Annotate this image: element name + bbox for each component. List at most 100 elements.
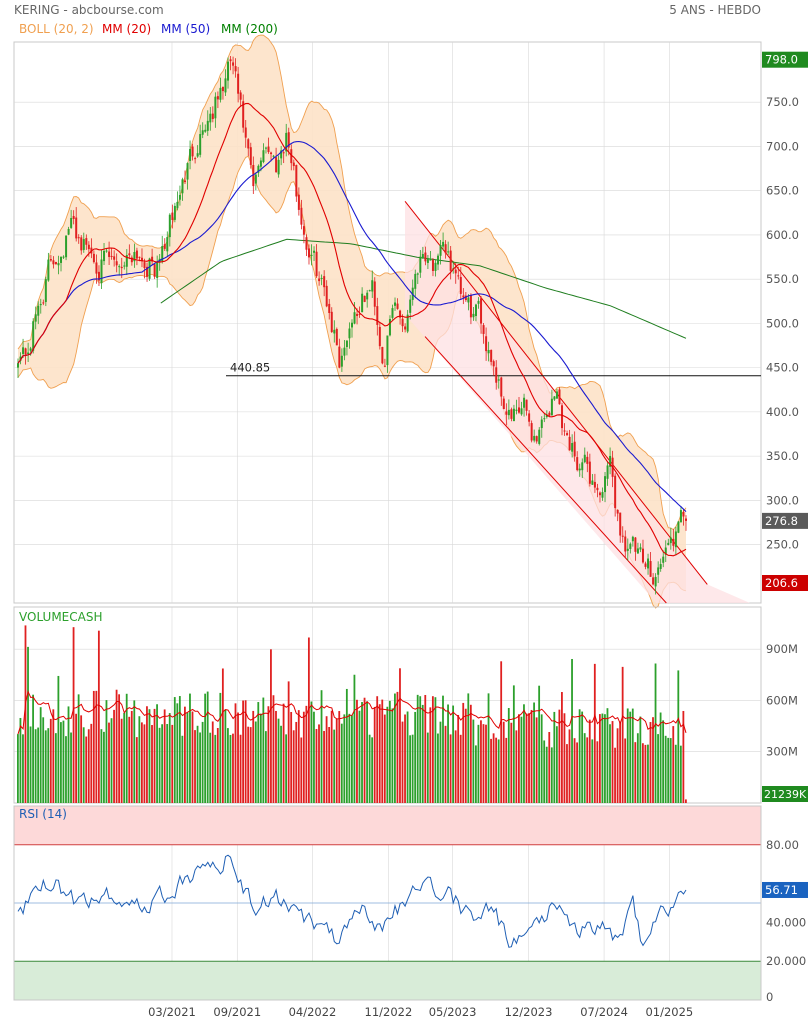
volume-bar	[348, 713, 351, 803]
volume-bar	[92, 690, 95, 803]
volume-bar	[371, 737, 374, 803]
legend-item: MM (200)	[221, 22, 278, 36]
volume-bar	[500, 661, 503, 803]
candle-body	[495, 367, 498, 383]
candle-body	[115, 261, 118, 266]
volume-bar	[378, 704, 381, 803]
candle-body	[490, 349, 493, 362]
volume-bar	[507, 708, 510, 803]
volume-bar	[593, 663, 596, 803]
candle-body	[290, 149, 293, 164]
volume-bar	[87, 729, 90, 803]
volume-bar	[510, 722, 513, 803]
rsi-panel-frame	[13, 805, 762, 1001]
volume-bar	[80, 715, 83, 803]
candle-body	[555, 391, 558, 399]
volume-bar	[399, 668, 401, 803]
volume-bar	[214, 734, 217, 803]
candle-body	[135, 250, 138, 259]
volume-bar	[388, 700, 391, 803]
volume-bar	[505, 737, 508, 803]
candle-body	[662, 556, 665, 563]
candle-body	[401, 318, 404, 327]
candlesticks	[17, 55, 687, 595]
legend-item: BOLL (20, 2)	[19, 22, 94, 36]
volume-bar	[97, 630, 100, 803]
volume-bar	[394, 693, 396, 803]
volume-bar	[649, 722, 652, 803]
volume-bar	[545, 746, 548, 803]
volume-bar	[297, 710, 300, 803]
candle-body	[297, 194, 300, 210]
volume-bar	[429, 707, 432, 803]
volume-bar	[652, 717, 654, 803]
candle-body	[399, 310, 402, 318]
volume-bar	[561, 692, 563, 803]
x-tick-label: 05/2023	[429, 1005, 477, 1019]
candle-body	[469, 295, 472, 318]
volume-bar	[42, 717, 45, 803]
candle-body	[196, 153, 199, 157]
candle-body	[161, 246, 164, 262]
volume-bar	[677, 670, 680, 803]
candle-body	[437, 255, 440, 265]
volume-bar	[95, 690, 98, 803]
volume-bar	[24, 625, 27, 803]
volume-bar	[654, 663, 657, 803]
candle-body	[429, 258, 432, 261]
candle-body	[257, 165, 260, 173]
candle-body	[654, 576, 657, 587]
candle-body	[189, 149, 192, 161]
volume-bar	[487, 693, 490, 803]
volume-bar	[186, 712, 189, 803]
volume-bar	[502, 721, 505, 803]
candle-body	[22, 347, 25, 354]
volume-bar	[474, 745, 477, 803]
volume-bar	[133, 700, 136, 803]
volume-bar	[135, 737, 138, 803]
price-tick-label: 600.0	[766, 228, 799, 242]
volume-bar	[196, 725, 199, 803]
candle-body	[502, 398, 505, 410]
candle-body	[520, 408, 523, 415]
candle-body	[664, 547, 667, 555]
volume-bar	[373, 706, 376, 803]
candle-body	[173, 205, 176, 220]
candle-body	[447, 251, 450, 253]
candle-body	[330, 311, 333, 333]
volume-bar	[431, 696, 434, 803]
volume-bar	[19, 717, 22, 803]
header-title: KERING - abcbourse.com	[14, 3, 164, 17]
candle-body	[404, 326, 407, 330]
candle-body	[227, 61, 230, 81]
volume-bar	[353, 674, 356, 803]
volume-bar	[227, 728, 229, 803]
x-tick-label: 09/2021	[213, 1005, 261, 1019]
candle-body	[148, 258, 151, 279]
candle-body	[624, 536, 627, 552]
volume-bar	[437, 733, 439, 803]
volume-bar	[586, 737, 589, 803]
candle-body	[163, 244, 166, 249]
candle-body	[108, 251, 111, 257]
candle-body	[657, 567, 660, 575]
volume-bar	[318, 724, 320, 803]
candle-body	[103, 250, 106, 262]
volume-bar	[280, 725, 282, 803]
candle-body	[583, 454, 586, 463]
candle-body	[396, 303, 399, 309]
volume-bar	[184, 706, 186, 803]
candle-body	[285, 132, 288, 152]
volume-bar	[199, 732, 201, 803]
price-tick-label: 350.0	[766, 449, 799, 463]
candle-body	[262, 150, 265, 163]
volume-bar	[295, 721, 298, 803]
volume-bar	[163, 709, 166, 803]
volume-bar	[252, 710, 255, 803]
candle-body	[118, 266, 121, 268]
volume-bar	[67, 706, 70, 803]
volume-bar	[568, 729, 571, 803]
candle-body	[581, 462, 584, 471]
volume-bar	[47, 728, 50, 803]
candle-body	[604, 476, 607, 493]
